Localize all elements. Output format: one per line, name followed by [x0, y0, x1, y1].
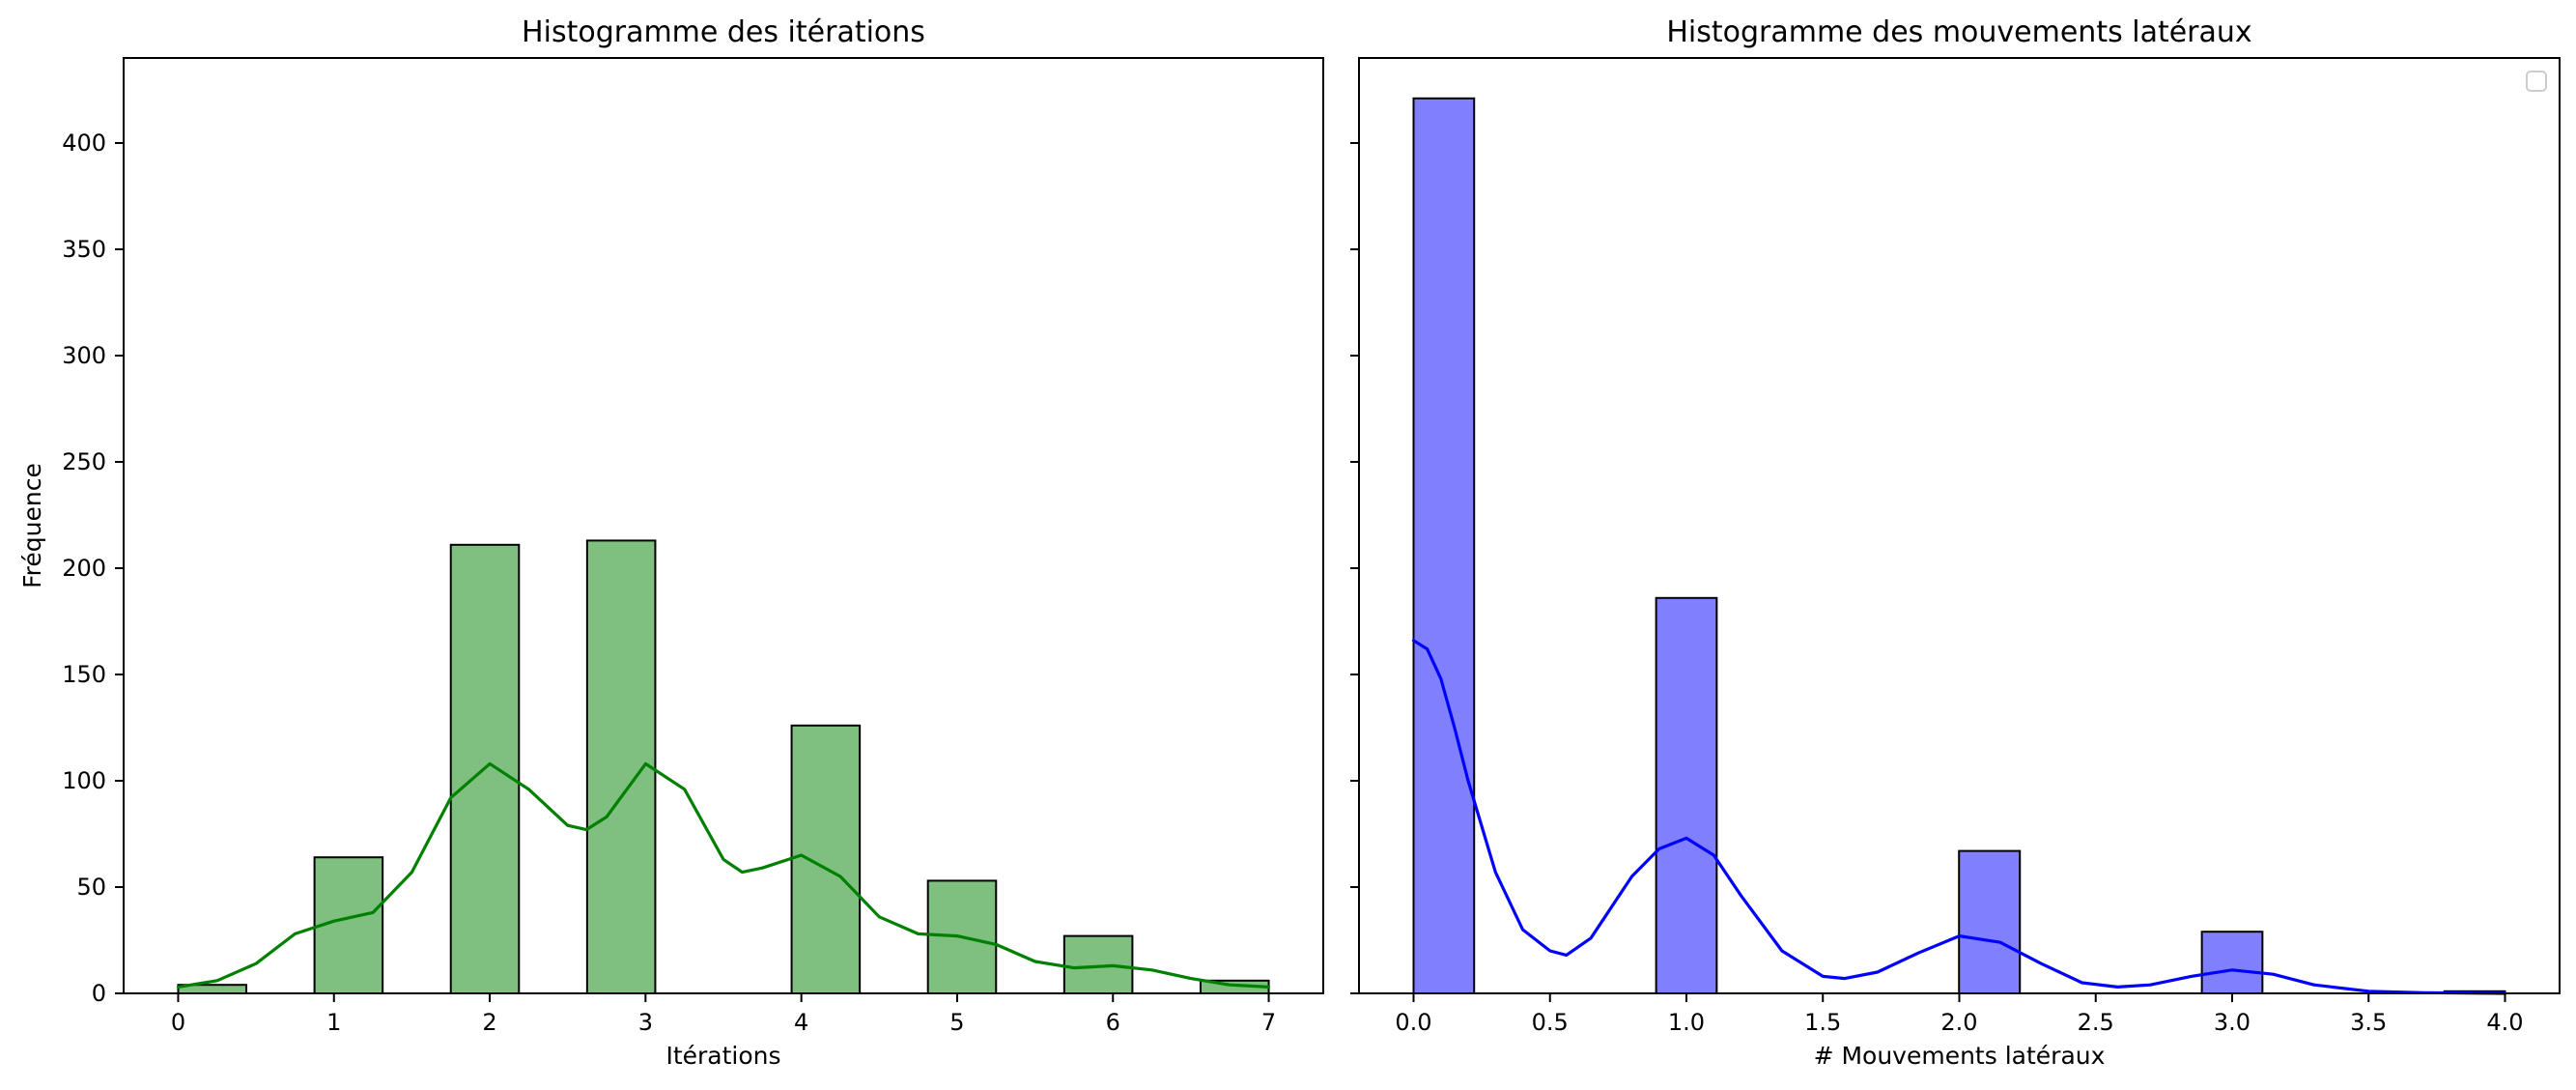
x-tick-label: 4.0	[2486, 1009, 2523, 1036]
x-tick-label: 3	[638, 1009, 653, 1036]
x-axis-label: Itérations	[665, 1042, 780, 1070]
x-tick-label: 1.5	[1804, 1009, 1841, 1036]
kde-curve	[1411, 639, 2507, 995]
chart-title: Histogramme des itérations	[522, 15, 925, 49]
x-tick-label: 1.0	[1668, 1009, 1705, 1036]
x-axis-label: # Mouvements latéraux	[1814, 1042, 2106, 1070]
histogram-bar	[790, 724, 862, 994]
x-tick-label: 6	[1106, 1009, 1120, 1036]
x-tick-label: 2	[482, 1009, 496, 1036]
x-tick-label: 7	[1261, 1009, 1276, 1036]
x-tick-label: 5	[949, 1009, 964, 1036]
y-tick-label: 300	[62, 342, 106, 369]
histogram-bar	[1412, 97, 1476, 995]
histogram-bar	[1958, 849, 2022, 994]
iterations-histogram-panel: 0 1 2 3 4 5 6 7 0 50 100 150 200 250 300 350 400 Histogra…	[18, 15, 1324, 1070]
y-tick-label: 400	[62, 129, 106, 157]
y-tick-label: 50	[76, 874, 106, 901]
x-tick-label: 0.5	[1532, 1009, 1569, 1036]
x-tick-label: 1	[326, 1009, 341, 1036]
y-tick-label: 250	[62, 448, 106, 475]
x-tick-label: 0	[171, 1009, 185, 1036]
x-tick-label: 2.0	[1940, 1009, 1977, 1036]
lateral-moves-histogram-panel: 0.0 0.5 1.0 1.5 2.0 2.5 3.0 3.5 4.0 Histogramme d…	[1350, 15, 2561, 1070]
axes-frame	[123, 57, 1324, 994]
y-tick-label: 150	[62, 661, 106, 688]
x-tick-label: 3.0	[2214, 1009, 2250, 1036]
y-axis-label: Fréquence	[18, 463, 46, 588]
histogram-bar	[1062, 934, 1134, 994]
legend-box	[2526, 71, 2547, 92]
x-tick-label: 0.0	[1395, 1009, 1431, 1036]
y-tick-label: 350	[62, 236, 106, 263]
x-tick-label: 3.5	[2350, 1009, 2387, 1036]
x-tick-label: 4	[794, 1009, 808, 1036]
x-tick-label: 2.5	[2078, 1009, 2114, 1036]
y-tick-label: 0	[92, 980, 106, 1007]
histogram-bar	[2200, 931, 2264, 995]
chart-title: Histogramme des mouvements latéraux	[1666, 15, 2251, 49]
histogram-bar	[1655, 596, 1718, 994]
kde-curve	[176, 761, 1271, 990]
y-tick-label: 100	[62, 767, 106, 794]
y-tick-label: 200	[62, 555, 106, 582]
